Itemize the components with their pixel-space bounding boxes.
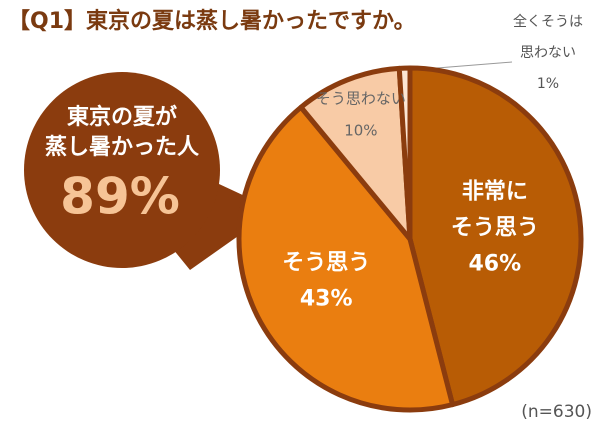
callout-text: 東京の夏が [67,104,177,130]
pie-slice [396,65,413,242]
data-label: 46% [468,251,521,276]
slice-label: 思わない [520,45,576,61]
chart-title: 【Q1】東京の夏は蒸し暑かったですか。 [8,8,416,34]
pie-slice [236,104,456,413]
pie [236,65,584,413]
pie-slice [407,65,584,408]
callout-bubble [24,72,220,268]
note: (n=630) [521,402,592,422]
callout-value: 89% [60,168,180,226]
slice-label: そう思う [282,251,370,276]
slice-label: 全くそうは [513,13,583,30]
pie-slice [298,65,413,242]
slice-label: そう思わない [316,89,406,107]
data-label: 10% [344,121,377,139]
data-label: 43% [300,287,353,312]
slice-label: そう思う [451,215,539,240]
callout-text: 蒸し暑かった人 [45,135,199,160]
data-label: 1% [537,76,559,92]
slice-label: 非常に [462,178,528,204]
